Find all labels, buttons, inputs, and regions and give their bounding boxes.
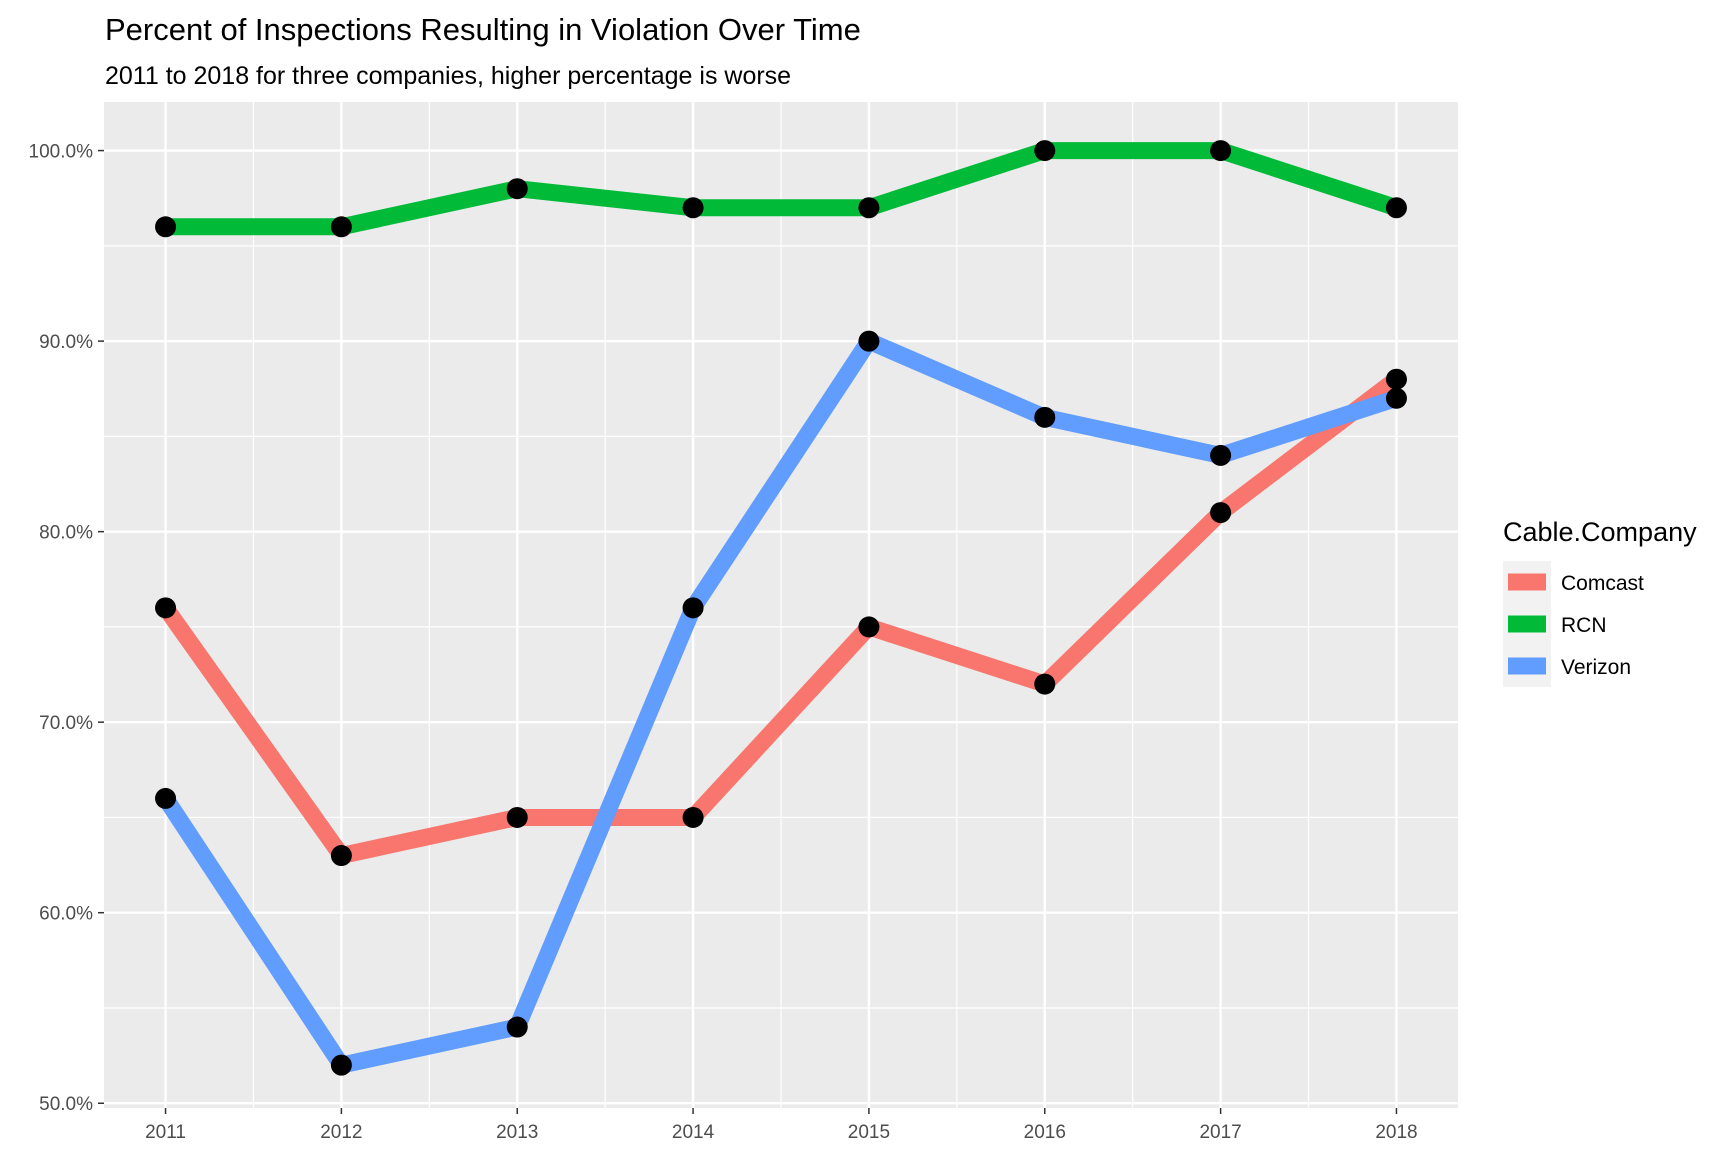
x-axis: 2011 2012 2013 2014 2015 2016 2017 2018	[145, 1108, 1418, 1143]
legend-label-rcn: RCN	[1561, 614, 1607, 637]
x-tick-label: 2013	[496, 1122, 538, 1143]
legend-label-comcast: Comcast	[1561, 572, 1644, 595]
x-tick-label: 2015	[848, 1122, 890, 1143]
series-line-verizon	[158, 332, 1400, 1074]
data-point-rcn	[858, 197, 880, 219]
chart-subtitle: 2011 to 2018 for three companies, higher…	[105, 62, 791, 90]
data-point-rcn	[1385, 197, 1407, 219]
y-axis: 50.0% 60.0% 70.0% 80.0% 90.0% 100.0%	[29, 142, 104, 1115]
chart-title: Percent of Inspections Resulting in Viol…	[105, 12, 861, 47]
data-point-verizon	[1385, 387, 1407, 409]
data-point-verizon	[506, 1016, 528, 1038]
y-tick-label: 50.0%	[39, 1094, 93, 1115]
series-line-comcast	[158, 372, 1402, 865]
y-tick-label: 70.0%	[39, 713, 93, 734]
data-point-rcn	[155, 216, 177, 238]
data-point-rcn	[1210, 140, 1232, 162]
data-point-verizon	[1210, 444, 1232, 466]
data-point-rcn	[506, 178, 528, 200]
data-point-comcast	[1034, 673, 1056, 695]
legend-label-verizon: Verizon	[1561, 656, 1631, 679]
x-tick-label: 2017	[1199, 1122, 1241, 1143]
data-point-comcast	[330, 845, 352, 867]
data-point-comcast	[506, 806, 528, 828]
series-lines	[158, 142, 1402, 1074]
data-point-verizon	[330, 1054, 352, 1076]
y-tick-label: 60.0%	[39, 904, 93, 925]
series-points	[155, 140, 1407, 1076]
data-point-comcast	[1385, 368, 1407, 390]
grid-minor	[104, 102, 1458, 1108]
data-point-comcast	[155, 597, 177, 619]
data-point-comcast	[682, 806, 704, 828]
data-point-comcast	[1210, 502, 1232, 524]
data-point-rcn	[330, 216, 352, 238]
legend: Cable.Company Comcast RCN Verizon	[1503, 517, 1697, 687]
x-tick-label: 2014	[672, 1122, 715, 1143]
y-tick-label: 80.0%	[39, 523, 93, 544]
legend-title: Cable.Company	[1503, 517, 1697, 547]
series-line-rcn	[165, 142, 1400, 236]
y-tick-label: 90.0%	[39, 332, 93, 353]
data-point-verizon	[858, 330, 880, 352]
x-tick-label: 2018	[1375, 1122, 1417, 1143]
data-point-comcast	[858, 616, 880, 638]
y-tick-label: 100.0%	[29, 142, 94, 163]
data-point-verizon	[682, 597, 704, 619]
data-point-verizon	[155, 787, 177, 809]
x-tick-label: 2011	[145, 1122, 186, 1143]
x-tick-label: 2016	[1024, 1122, 1066, 1143]
x-tick-label: 2012	[320, 1122, 362, 1143]
data-point-verizon	[1034, 406, 1056, 428]
data-point-rcn	[1034, 140, 1056, 162]
data-point-rcn	[682, 197, 704, 219]
